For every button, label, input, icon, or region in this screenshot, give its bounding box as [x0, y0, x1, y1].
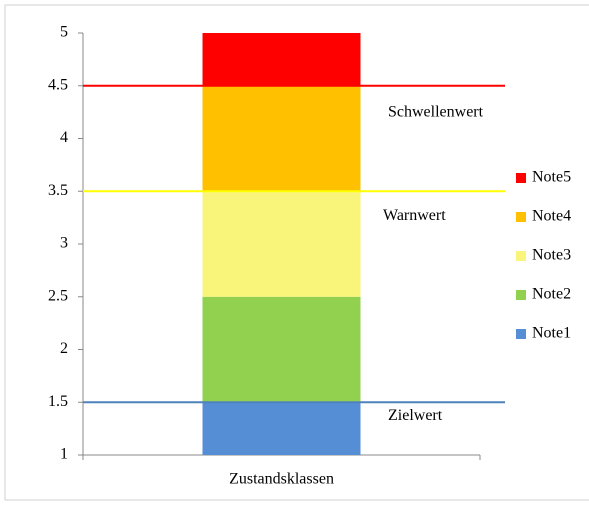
reference-label: Zielwert	[388, 407, 443, 424]
y-tick-label: 2.5	[48, 287, 68, 304]
y-tick-label: 5	[60, 24, 68, 41]
bar-segment	[202, 85, 361, 192]
legend-swatch	[516, 290, 526, 300]
legend-swatch	[516, 212, 526, 222]
y-tick-label: 4.5	[48, 76, 68, 93]
y-tick-label: 4	[60, 129, 68, 146]
y-tick-label: 1.5	[48, 393, 68, 410]
legend-label: Note5	[532, 169, 571, 186]
legend-label: Note4	[532, 208, 571, 225]
bar-segment	[202, 191, 361, 297]
bar-segment	[202, 33, 361, 86]
y-tick-label: 1	[60, 446, 68, 463]
legend-label: Note2	[532, 286, 571, 303]
legend-label: Note1	[532, 325, 571, 342]
bar-segment	[202, 402, 361, 455]
legend-swatch	[516, 329, 526, 339]
legend-swatch	[516, 173, 526, 183]
reference-label: Schwellenwert	[388, 103, 484, 120]
chart-frame	[4, 4, 589, 501]
y-tick-label: 2	[60, 340, 68, 357]
legend-swatch	[516, 251, 526, 261]
reference-label: Warnwert	[383, 207, 446, 224]
legend-label: Note3	[532, 247, 571, 264]
y-tick-label: 3.5	[48, 182, 68, 199]
y-tick-label: 3	[60, 235, 68, 252]
bar-segment	[202, 296, 361, 403]
x-tick-label: Zustandsklassen	[229, 471, 334, 488]
